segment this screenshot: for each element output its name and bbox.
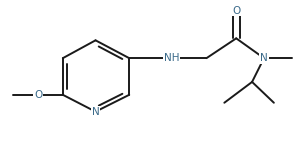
Text: O: O [34,90,42,100]
Text: NH: NH [164,53,180,63]
Text: N: N [260,53,268,63]
Text: O: O [232,6,240,16]
Text: N: N [92,107,99,117]
